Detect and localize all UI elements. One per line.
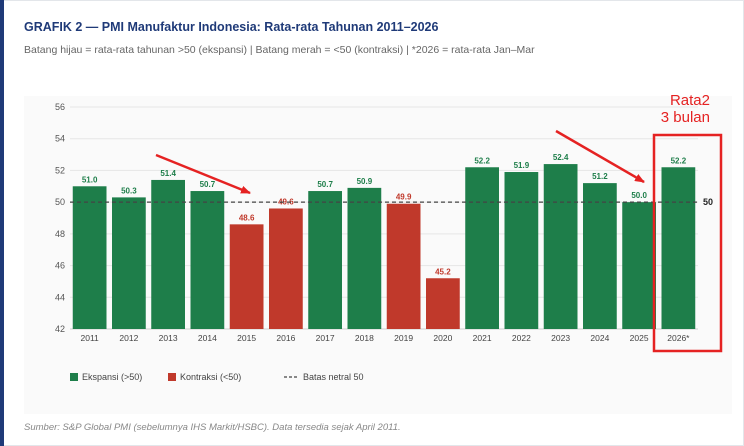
bar-value-label: 50.0 bbox=[631, 191, 647, 200]
x-tick-label: 2017 bbox=[316, 333, 335, 343]
legend-label: Kontraksi (<50) bbox=[180, 372, 241, 382]
bar-value-label: 51.0 bbox=[82, 175, 98, 184]
bar bbox=[190, 191, 225, 329]
bar-value-label: 50.9 bbox=[357, 177, 373, 186]
annotation-text: Rata2 3 bulan bbox=[640, 92, 710, 126]
chart-subtitle: Batang hijau = rata-rata tahunan >50 (ek… bbox=[24, 44, 535, 56]
bar bbox=[111, 197, 146, 329]
y-tick-label: 52 bbox=[55, 165, 65, 175]
annotation-highlight-box bbox=[652, 133, 723, 353]
x-tick-label: 2024 bbox=[590, 333, 609, 343]
bar bbox=[72, 186, 107, 329]
x-tick-label: 2023 bbox=[551, 333, 570, 343]
bar bbox=[504, 172, 539, 329]
y-tick-label: 50 bbox=[55, 197, 65, 207]
x-tick-label: 2018 bbox=[355, 333, 374, 343]
bar bbox=[543, 164, 578, 329]
y-tick-label: 46 bbox=[55, 261, 65, 271]
x-tick-label: 2011 bbox=[80, 333, 99, 343]
bar bbox=[347, 187, 382, 329]
legend-swatch-expansion bbox=[70, 373, 78, 381]
annotation-line-2: 3 bulan bbox=[660, 109, 710, 126]
bar bbox=[151, 179, 186, 329]
annotation-arrow-right bbox=[555, 129, 645, 184]
annotation-arrow-left bbox=[155, 153, 251, 195]
legend-swatch-contraction bbox=[168, 373, 176, 381]
x-tick-label: 2012 bbox=[119, 333, 138, 343]
bar-value-label: 50.3 bbox=[121, 186, 137, 195]
x-tick-label: 2025 bbox=[630, 333, 649, 343]
reference-line-label: 50 bbox=[703, 197, 713, 207]
bar-value-label: 51.4 bbox=[160, 169, 176, 178]
annotation-line-1: Rata2 bbox=[669, 92, 710, 109]
bar-value-label: 49.6 bbox=[278, 197, 294, 206]
legend-label: Ekspansi (>50) bbox=[82, 372, 142, 382]
bar bbox=[308, 191, 343, 329]
bar bbox=[582, 183, 617, 329]
x-tick-label: 2020 bbox=[433, 333, 452, 343]
x-tick-label: 2014 bbox=[198, 333, 217, 343]
x-tick-label: 2013 bbox=[159, 333, 178, 343]
bar-value-label: 45.2 bbox=[435, 267, 451, 276]
bar bbox=[465, 167, 500, 329]
x-tick-label: 2021 bbox=[473, 333, 492, 343]
x-tick-label: 2022 bbox=[512, 333, 531, 343]
y-tick-label: 56 bbox=[55, 102, 65, 112]
bar-value-label: 50.7 bbox=[200, 180, 216, 189]
chart-title: GRAFIK 2 — PMI Manufaktur Indonesia: Rat… bbox=[24, 20, 439, 34]
y-tick-label: 54 bbox=[55, 134, 65, 144]
bar bbox=[622, 202, 657, 329]
x-tick-label: 2019 bbox=[394, 333, 413, 343]
y-tick-label: 42 bbox=[55, 324, 65, 334]
bar-value-label: 51.2 bbox=[592, 172, 608, 181]
bar-value-label: 52.2 bbox=[474, 156, 490, 165]
bar-value-label: 48.6 bbox=[239, 213, 255, 222]
x-tick-label: 2015 bbox=[237, 333, 256, 343]
y-tick-label: 44 bbox=[55, 292, 65, 302]
bar bbox=[229, 224, 264, 329]
x-tick-label: 2016 bbox=[276, 333, 295, 343]
legend-label: Batas netral 50 bbox=[303, 372, 364, 382]
accent-bar bbox=[0, 0, 4, 446]
bar-value-label: 52.4 bbox=[553, 153, 569, 162]
y-tick-label: 48 bbox=[55, 229, 65, 239]
bar-value-label: 49.9 bbox=[396, 193, 412, 202]
bar-value-label: 50.7 bbox=[317, 180, 333, 189]
bar bbox=[386, 203, 421, 329]
bar-value-label: 51.9 bbox=[514, 161, 530, 170]
bar bbox=[661, 167, 696, 329]
bar bbox=[425, 278, 460, 329]
bar-value-label: 52.2 bbox=[671, 156, 687, 165]
bar bbox=[268, 208, 303, 329]
source-note: Sumber: S&P Global PMI (sebelumnya IHS M… bbox=[24, 422, 401, 433]
x-tick-label: 2026* bbox=[667, 333, 690, 343]
